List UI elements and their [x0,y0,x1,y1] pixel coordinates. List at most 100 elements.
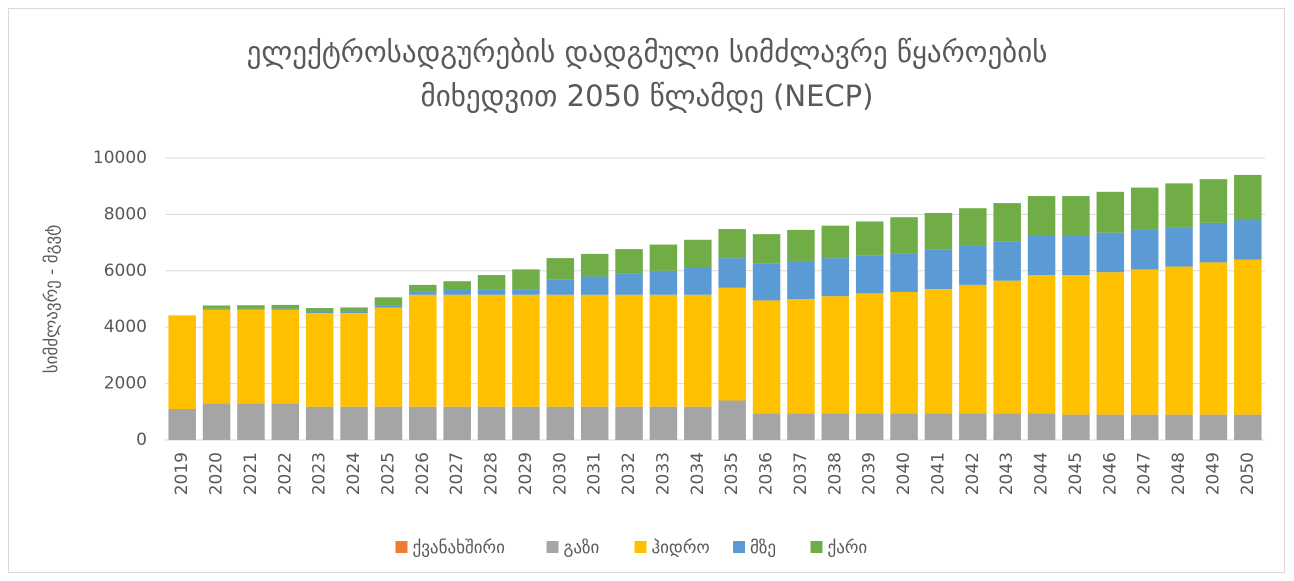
bar-segment [443,294,471,407]
bar-segment [1062,196,1090,236]
bar-segment [959,245,987,285]
bar-segment [787,229,815,261]
bar-segment [1234,259,1262,415]
legend-swatch [634,541,647,553]
bar-segment [1199,414,1228,440]
x-tick-label: 2034 [688,452,708,495]
x-tick-label: 2029 [516,452,536,495]
bar-segment [1027,196,1056,236]
x-tick-label: 2039 [860,452,880,495]
y-tick-label: 6000 [104,261,147,281]
bar-segment [168,408,196,440]
bar-segment [1027,413,1056,440]
bar-segment [1234,414,1262,440]
bar-segment [1062,235,1090,276]
legend-swatch [733,541,745,553]
bar-segment [305,311,334,314]
legend-label: ჰიდრო [652,538,710,558]
bar-segment [1096,191,1125,233]
bar-segment [443,406,471,440]
bar-segment [684,294,712,407]
x-tick-label: 2028 [482,452,502,495]
bar-segment [374,307,403,407]
bar-segment [1165,414,1193,440]
bar-segment [1130,414,1159,440]
bar-segment [684,239,712,268]
legend-label: ქვანახშირი [413,538,505,558]
y-tick-label: 8000 [104,204,147,224]
x-tick-label: 2043 [997,452,1017,495]
bar-segment [821,296,850,414]
bar-segment [649,244,678,271]
bar-segment [202,308,231,310]
bar-segment [718,400,746,440]
bar-segment [959,413,987,440]
x-tick-label: 2021 [241,452,261,495]
bar-segment [993,280,1021,414]
bar-segment [924,289,953,414]
bar-segment [477,294,506,407]
bar-segment [821,258,850,297]
x-tick-label: 2033 [653,452,673,495]
bar-segment [1234,174,1262,221]
bar-segment [237,309,265,404]
bar-segment [374,406,403,440]
bar-segment [959,208,987,246]
bar-segment [1027,275,1056,414]
bar-segment [443,289,471,295]
bar-segment [1027,235,1056,276]
bar-segment [787,299,815,414]
bar-segment [993,413,1021,440]
bar-segment [787,260,815,299]
bar-segment [202,305,231,309]
x-tick-label: 2036 [757,452,777,495]
x-tick-label: 2046 [1100,452,1120,495]
bar-segment [890,253,918,292]
bar-segment [237,305,265,309]
legend-label: მზე [750,538,776,558]
bar-segment [993,203,1021,242]
bar-segment [477,275,506,290]
bar-segment [202,309,231,404]
x-tick-label: 2038 [825,452,845,495]
bar-segment [752,234,781,264]
legend-label: გაზი [564,538,600,558]
bar-segment [305,313,334,407]
bar-segment [1165,227,1193,267]
x-tick-label: 2022 [275,452,295,495]
bar-segment [546,406,575,440]
bar-segment [546,279,575,295]
bar-segment [477,406,506,440]
x-tick-label: 2023 [310,452,330,495]
bar-segment [649,270,678,295]
x-tick-label: 2032 [619,452,639,495]
bar-segment [924,413,953,440]
bar-segment [993,241,1021,281]
x-tick-label: 2048 [1169,452,1189,495]
bar-segment [1096,232,1125,273]
x-tick-label: 2030 [550,452,570,495]
bar-segment [718,229,746,259]
bar-segment [615,294,643,407]
bar-segment [890,413,918,440]
bar-segment [821,225,850,259]
bar-segment [271,304,300,309]
x-tick-label: 2050 [1238,452,1258,495]
bar-segment [649,294,678,407]
bar-segment [752,263,781,301]
bar-segment [1234,220,1262,260]
bar-segment [752,413,781,440]
bar-segment [477,289,506,295]
x-tick-label: 2040 [894,452,914,495]
x-tick-label: 2047 [1135,452,1155,495]
bar-segment [890,291,918,414]
bar-segment [271,308,300,310]
bar-segment [752,300,781,414]
x-tick-label: 2019 [172,452,192,495]
bar-segment [546,294,575,407]
bar-segment [409,406,437,440]
bar-segment [340,313,368,407]
bar-segment [649,406,678,440]
bar-segment [1199,222,1228,263]
